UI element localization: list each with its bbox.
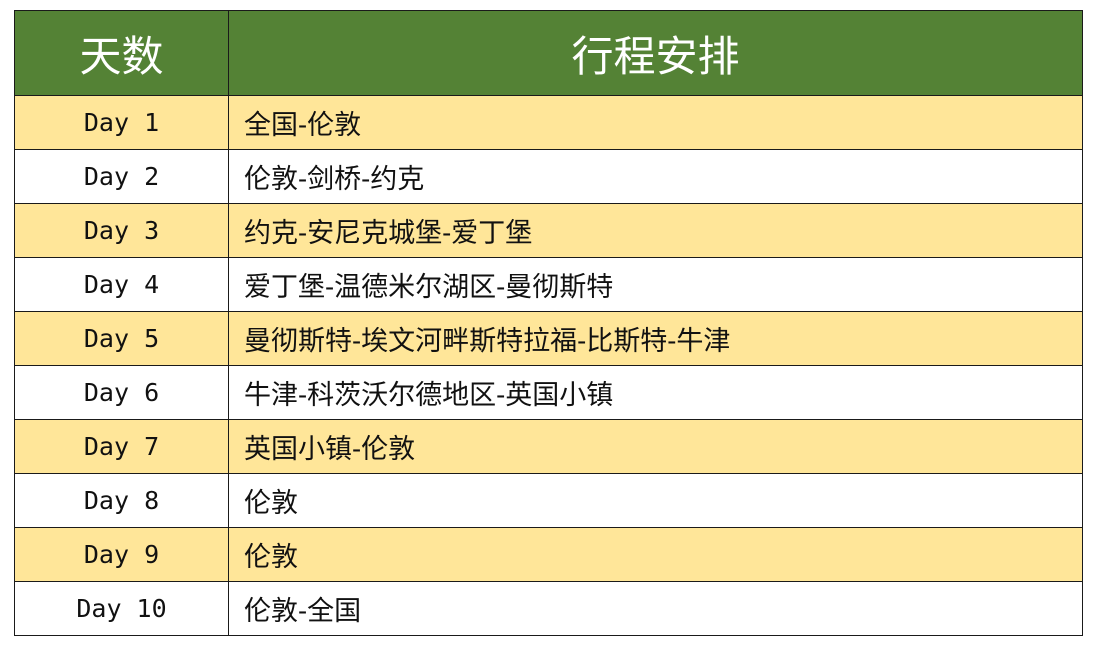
table-row: Day 3 约克-安尼克城堡-爱丁堡: [14, 203, 1083, 258]
plan-cell: 全国-伦敦: [228, 95, 1083, 150]
plan-cell: 爱丁堡-温德米尔湖区-曼彻斯特: [228, 257, 1083, 312]
table-row: Day 6 牛津-科茨沃尔德地区-英国小镇: [14, 365, 1083, 420]
plan-cell: 伦敦-全国: [228, 581, 1083, 636]
header-day: 天数: [14, 10, 229, 96]
plan-cell: 曼彻斯特-埃文河畔斯特拉福-比斯特-牛津: [228, 311, 1083, 366]
table-row: Day 9 伦敦: [14, 527, 1083, 582]
day-cell: Day 6: [14, 365, 229, 420]
table-row: Day 1 全国-伦敦: [14, 95, 1083, 150]
day-cell: Day 10: [14, 581, 229, 636]
table-row: Day 5 曼彻斯特-埃文河畔斯特拉福-比斯特-牛津: [14, 311, 1083, 366]
day-cell: Day 2: [14, 149, 229, 204]
table-row: Day 8 伦敦: [14, 473, 1083, 528]
table-row: Day 7 英国小镇-伦敦: [14, 419, 1083, 474]
itinerary-table: 天数 行程安排 Day 1 全国-伦敦 Day 2 伦敦-剑桥-约克 Day 3 约克-安…: [14, 10, 1083, 636]
day-cell: Day 9: [14, 527, 229, 582]
header-plan: 行程安排: [228, 10, 1083, 96]
day-cell: Day 5: [14, 311, 229, 366]
day-cell: Day 4: [14, 257, 229, 312]
day-cell: Day 7: [14, 419, 229, 474]
day-cell: Day 1: [14, 95, 229, 150]
plan-cell: 伦敦-剑桥-约克: [228, 149, 1083, 204]
day-cell: Day 8: [14, 473, 229, 528]
table-row: Day 4 爱丁堡-温德米尔湖区-曼彻斯特: [14, 257, 1083, 312]
plan-cell: 牛津-科茨沃尔德地区-英国小镇: [228, 365, 1083, 420]
plan-cell: 英国小镇-伦敦: [228, 419, 1083, 474]
plan-cell: 约克-安尼克城堡-爱丁堡: [228, 203, 1083, 258]
table-row: Day 10 伦敦-全国: [14, 581, 1083, 636]
plan-cell: 伦敦: [228, 527, 1083, 582]
plan-cell: 伦敦: [228, 473, 1083, 528]
header-row: 天数 行程安排: [14, 10, 1083, 96]
day-cell: Day 3: [14, 203, 229, 258]
table-row: Day 2 伦敦-剑桥-约克: [14, 149, 1083, 204]
table-body: Day 1 全国-伦敦 Day 2 伦敦-剑桥-约克 Day 3 约克-安尼克城堡-爱丁堡…: [14, 95, 1083, 636]
